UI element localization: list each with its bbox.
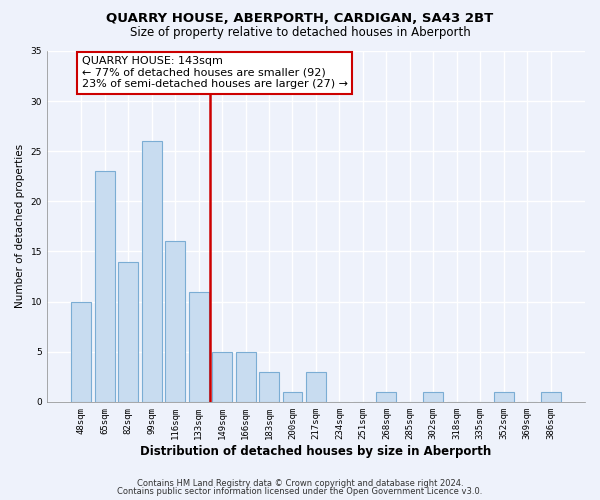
Text: QUARRY HOUSE: 143sqm
← 77% of detached houses are smaller (92)
23% of semi-detac: QUARRY HOUSE: 143sqm ← 77% of detached h… [82,56,347,89]
Bar [212,352,232,402]
Bar [541,392,560,402]
Bar [494,392,514,402]
Bar [259,372,279,402]
Bar [142,141,162,402]
Bar [71,302,91,402]
Text: Contains HM Land Registry data © Crown copyright and database right 2024.: Contains HM Land Registry data © Crown c… [137,478,463,488]
Y-axis label: Number of detached properties: Number of detached properties [15,144,25,308]
Text: Size of property relative to detached houses in Aberporth: Size of property relative to detached ho… [130,26,470,39]
Bar [306,372,326,402]
Bar [423,392,443,402]
Bar [95,172,115,402]
Bar [236,352,256,402]
Text: Contains public sector information licensed under the Open Government Licence v3: Contains public sector information licen… [118,487,482,496]
X-axis label: Distribution of detached houses by size in Aberporth: Distribution of detached houses by size … [140,444,491,458]
Bar [188,292,209,402]
Bar [376,392,397,402]
Bar [165,242,185,402]
Bar [118,262,138,402]
Text: QUARRY HOUSE, ABERPORTH, CARDIGAN, SA43 2BT: QUARRY HOUSE, ABERPORTH, CARDIGAN, SA43 … [106,12,494,26]
Bar [283,392,302,402]
